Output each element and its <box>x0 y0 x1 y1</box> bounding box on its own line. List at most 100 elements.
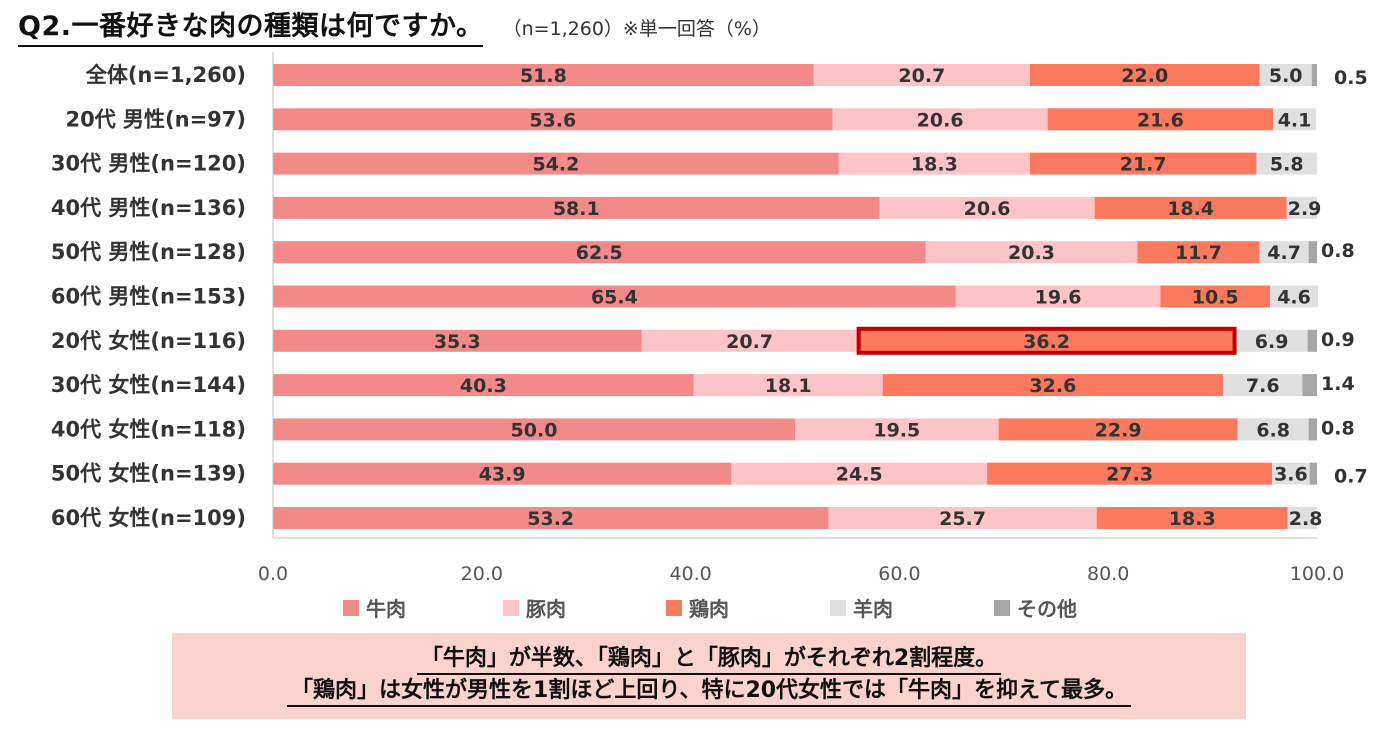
category-label: 30代 女性(n=144) <box>51 373 246 397</box>
data-label: 53.2 <box>527 508 574 530</box>
bar-segment <box>1302 374 1317 397</box>
category-label: 全体(n=1,260) <box>85 63 246 87</box>
data-label: 18.3 <box>1169 508 1216 530</box>
legend-label: 豚肉 <box>526 597 566 621</box>
bar-segment <box>1273 108 1316 131</box>
data-label: 20.3 <box>1008 242 1055 264</box>
bar-segment <box>1223 374 1303 397</box>
data-label: 20.6 <box>964 198 1011 220</box>
data-label: 25.7 <box>939 508 986 530</box>
bar-segment <box>1256 152 1317 175</box>
data-label: 58.1 <box>553 198 600 220</box>
bar-segment <box>1235 329 1308 352</box>
chart-subtitle: （n=1,260）※単一回答（%） <box>502 18 771 40</box>
data-label: 0.9 <box>1321 329 1355 351</box>
data-label: 20.7 <box>726 331 773 353</box>
bar-segment <box>273 462 732 485</box>
data-label: 4.7 <box>1267 242 1301 264</box>
bar-segment <box>731 462 988 485</box>
data-label: 5.0 <box>1269 65 1303 87</box>
bar-segment <box>1259 64 1312 86</box>
bar-segment <box>273 329 642 352</box>
x-tick-label: 100.0 <box>1290 563 1344 585</box>
data-label: 54.2 <box>532 154 579 176</box>
bar-segment <box>795 418 999 441</box>
legend-label: 羊肉 <box>853 597 893 621</box>
bar-segment <box>273 108 833 131</box>
data-label: 51.8 <box>520 65 567 87</box>
bar-segment <box>857 329 1236 352</box>
bar-segment <box>273 418 795 441</box>
data-label: 7.6 <box>1246 375 1280 397</box>
bar-segment <box>1308 418 1317 441</box>
bar-segment <box>273 507 829 529</box>
category-label: 20代 男性(n=97) <box>66 107 247 131</box>
legend-swatch <box>503 600 519 616</box>
data-label: 0.7 <box>1334 466 1368 488</box>
bar-segment <box>273 241 926 264</box>
data-label: 1.4 <box>1321 373 1355 395</box>
bar-segment <box>813 64 1030 86</box>
bar-segment <box>1096 507 1288 529</box>
category-label: 60代 男性(n=153) <box>51 285 246 309</box>
data-label: 50.0 <box>511 419 558 441</box>
bar-segment <box>1259 241 1309 264</box>
bar-segment <box>273 285 956 308</box>
data-label: 18.4 <box>1167 198 1214 220</box>
data-label: 6.9 <box>1255 331 1289 353</box>
data-label: 20.7 <box>898 65 945 87</box>
bar-segment <box>1308 241 1317 264</box>
bar-segment <box>955 285 1161 308</box>
data-label: 36.2 <box>1023 331 1070 353</box>
bar-segment <box>1307 329 1317 352</box>
data-label: 19.5 <box>873 419 920 441</box>
summary-note-line-1: 「牛肉」が半数、「鶏肉」と「豚肉」がそれぞれ2割程度。 <box>416 645 1002 675</box>
bar-segment <box>1309 462 1317 485</box>
data-label: 0.8 <box>1321 240 1355 262</box>
highlight-box <box>856 326 1237 355</box>
bar-segment <box>879 196 1095 219</box>
x-tick-label: 20.0 <box>461 563 503 585</box>
data-label: 2.8 <box>1289 508 1323 530</box>
data-label: 4.1 <box>1278 109 1312 131</box>
bar-segment <box>1029 64 1260 86</box>
data-label: 2.9 <box>1288 198 1322 220</box>
legend-swatch <box>830 600 846 616</box>
data-label: 5.8 <box>1270 154 1304 176</box>
data-label: 18.3 <box>911 154 958 176</box>
bar-segment <box>1311 64 1317 86</box>
bar-segment <box>838 152 1030 175</box>
data-label: 40.3 <box>460 375 507 397</box>
bar-segment <box>1286 196 1317 219</box>
legend-label: その他 <box>1017 597 1077 621</box>
data-label: 20.6 <box>917 109 964 131</box>
bar-segment <box>1094 196 1287 219</box>
data-label: 3.6 <box>1274 464 1308 486</box>
chart-title-block: Q2.一番好きな肉の種類は何ですか。 （n=1,260）※単一回答（%） <box>18 4 771 47</box>
x-tick-label: 40.0 <box>669 563 711 585</box>
data-label: 0.8 <box>1321 417 1355 439</box>
data-label: 21.6 <box>1137 109 1184 131</box>
legend-label: 鶏肉 <box>689 597 729 621</box>
category-label: 60代 女性(n=109) <box>51 506 246 530</box>
bar-segment <box>1270 285 1319 308</box>
data-label: 22.0 <box>1121 65 1168 87</box>
stacked-bar-chart: 全体(n=1,260) 20代 男性(n=97) 30代 男性(n=120) 40代 … <box>51 52 1368 621</box>
bar-segment <box>1047 108 1274 131</box>
bar-segment <box>882 374 1224 397</box>
bar-segment <box>1237 418 1309 441</box>
x-tick-label: 60.0 <box>878 563 920 585</box>
data-label: 35.3 <box>434 331 481 353</box>
category-label: 20代 女性(n=116) <box>51 329 246 353</box>
bar-segment <box>693 374 883 397</box>
legend-swatch <box>994 600 1010 616</box>
category-label: 40代 女性(n=118) <box>51 417 246 441</box>
data-label: 27.3 <box>1106 464 1153 486</box>
bar-segment <box>273 64 814 86</box>
data-label: 19.6 <box>1035 287 1082 309</box>
x-tick-label: 0.0 <box>258 563 288 585</box>
data-label: 43.9 <box>479 464 526 486</box>
data-label: 65.4 <box>591 287 638 309</box>
data-label: 21.7 <box>1120 154 1167 176</box>
bar-segment <box>273 196 880 219</box>
